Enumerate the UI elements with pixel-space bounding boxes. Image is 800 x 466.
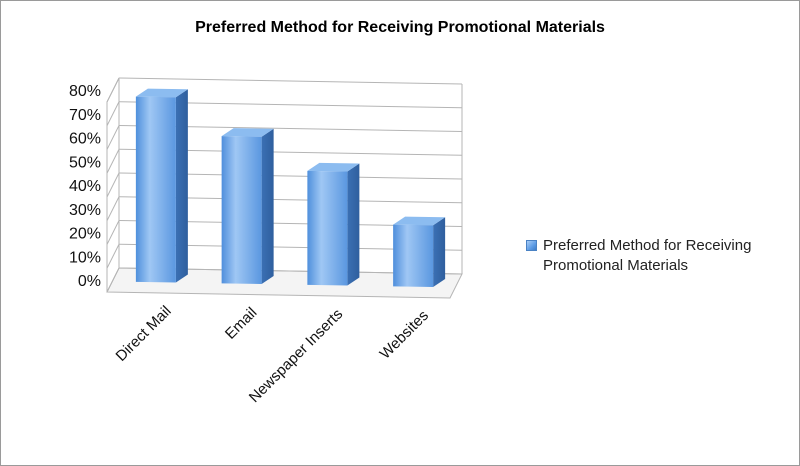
side-gridline (106, 149, 120, 174)
x-tick-label: Websites (377, 307, 432, 362)
legend-swatch (526, 240, 537, 251)
bars (135, 88, 446, 288)
y-tick-label: 60% (69, 131, 101, 148)
side-gridline (106, 220, 120, 245)
bar (221, 128, 274, 285)
bar-front (307, 170, 348, 286)
chart-title: Preferred Method for Receiving Promotion… (195, 19, 605, 36)
side-gridline (106, 172, 120, 198)
y-tick-label: 40% (69, 178, 101, 195)
side-gridline (106, 267, 120, 293)
side-gridline (106, 196, 120, 221)
y-tick-label: 50% (69, 154, 101, 171)
bar-front (393, 224, 434, 288)
bar-top (307, 162, 360, 172)
y-tick-label: 0% (78, 273, 101, 290)
bar-top (393, 216, 446, 226)
bar (393, 216, 446, 288)
gridline (118, 77, 463, 85)
bar-top (221, 128, 274, 137)
y-tick-label: 70% (69, 107, 101, 124)
y-axis-ticks: 0% 10% 20% 30% 40% 50% 60% 70% 80% (69, 83, 101, 290)
y-tick-label: 30% (69, 202, 101, 219)
side-gridline (106, 244, 120, 269)
bar (135, 88, 188, 283)
y-tick-label: 10% (69, 249, 101, 266)
y-tick-label: 80% (69, 83, 101, 100)
bar-side (261, 128, 274, 285)
y-tick-label: 20% (69, 226, 101, 243)
bar-side (347, 163, 360, 286)
side-gridline (106, 125, 120, 150)
legend: Preferred Method for Receiving Promotion… (526, 236, 791, 276)
bar-side (433, 217, 446, 288)
x-tick-label: Email (222, 304, 261, 343)
bar-front (221, 136, 262, 285)
side-gridline (106, 77, 120, 103)
legend-label: Preferred Method for Receiving Promotion… (543, 237, 752, 274)
x-tick-label: Newspaper Inserts (246, 306, 346, 406)
bar-front (135, 96, 176, 283)
x-tick-label: Direct Mail (113, 303, 175, 365)
side-gridline (106, 101, 120, 126)
bar-top (135, 88, 188, 98)
bar (307, 162, 360, 286)
bar-side (175, 89, 188, 283)
